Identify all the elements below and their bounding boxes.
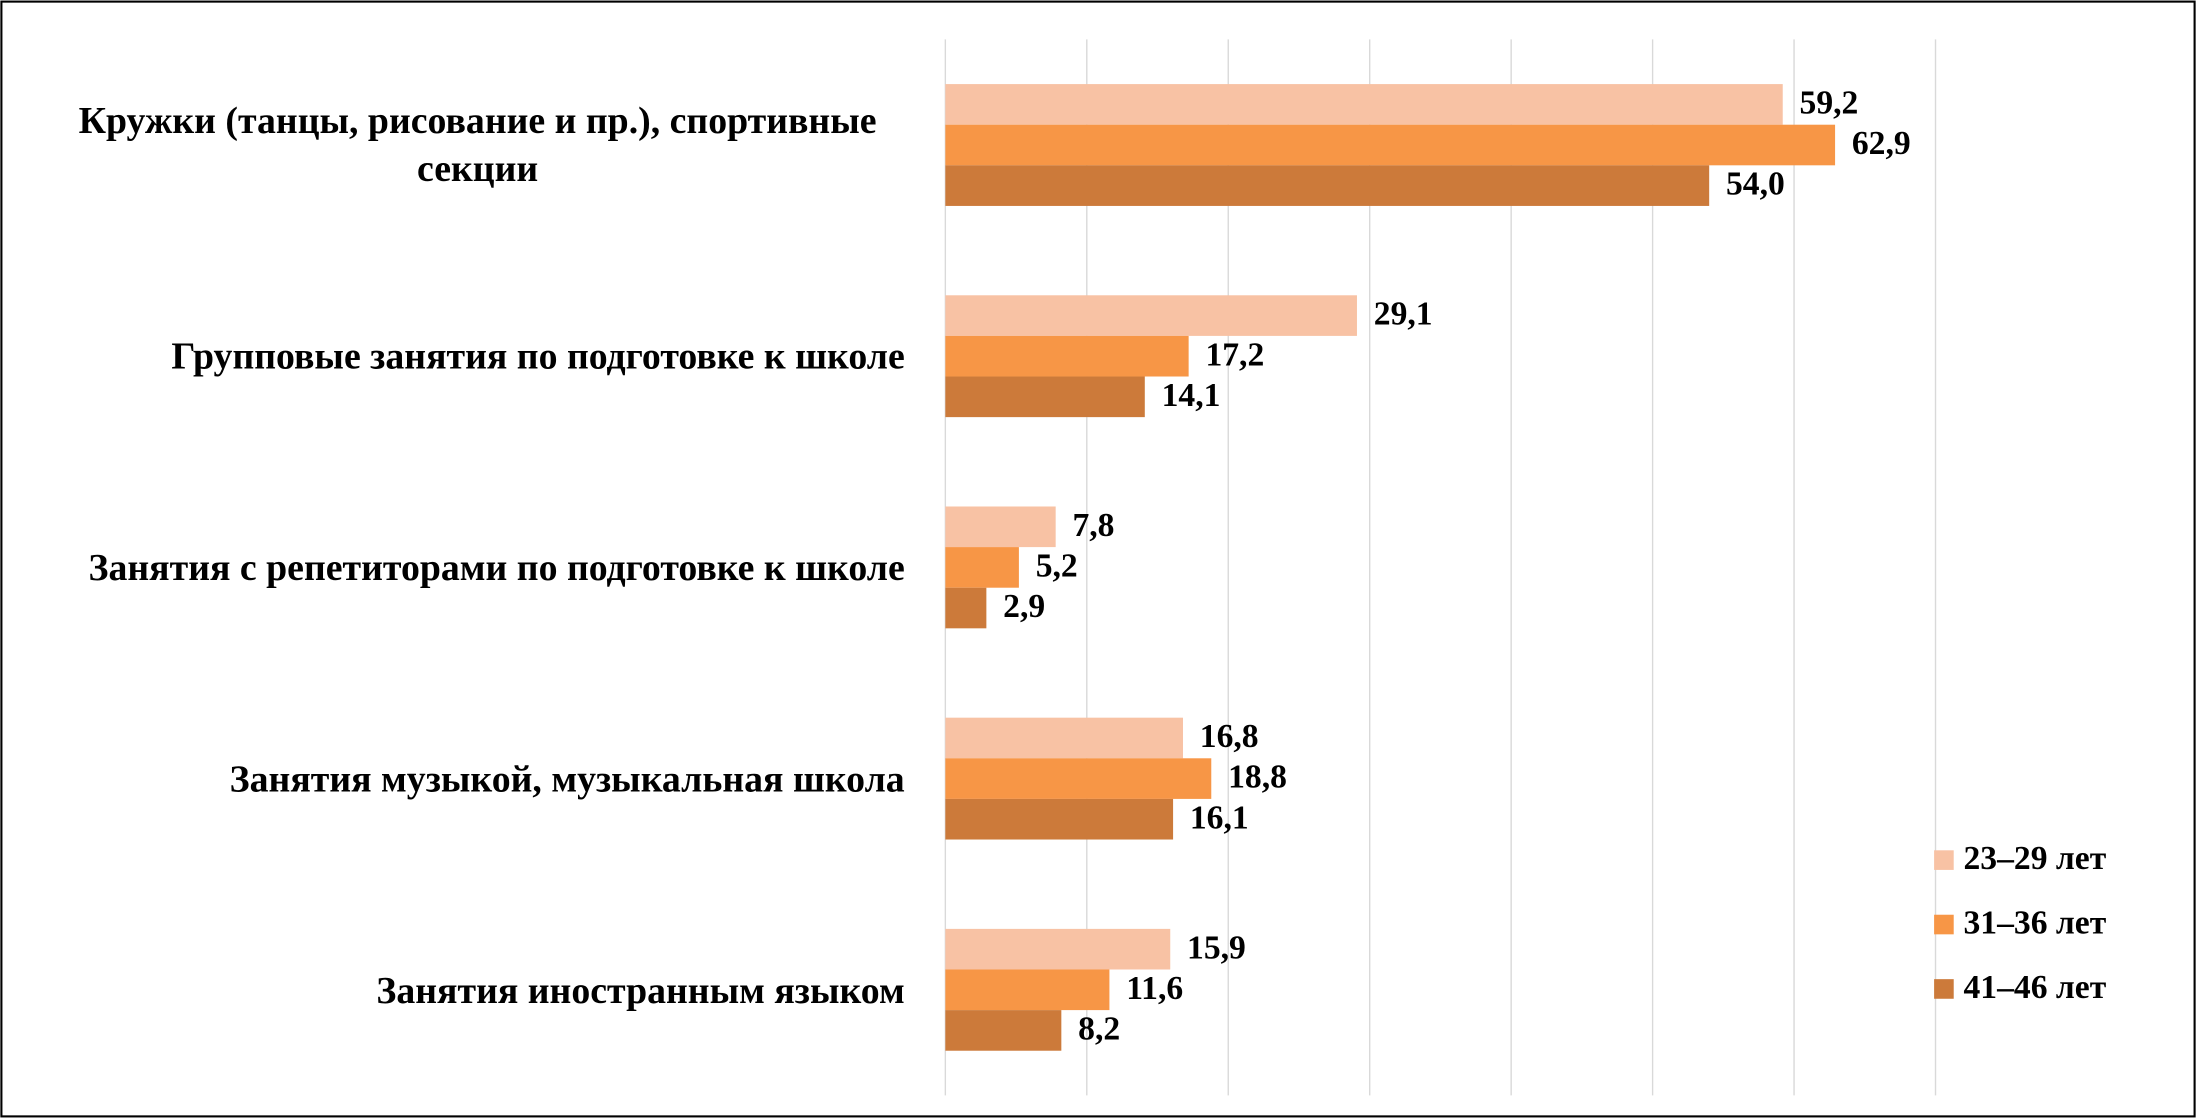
value-label: 5,2: [1036, 548, 1078, 585]
bar: [945, 587, 987, 629]
category-label-wrap: Занятия с репетиторами по подготовке к ш…: [14, 462, 905, 673]
value-label: 16,8: [1200, 718, 1259, 755]
category-label: Кружки (танцы, рисование и пр.), спортив…: [78, 100, 877, 190]
bar: [945, 124, 1836, 166]
legend-swatch: [1934, 914, 1954, 935]
bar: [945, 84, 1783, 125]
legend-label: 31–36 лет: [1964, 905, 2107, 942]
category-label-box: Занятия музыкой, музыкальная школа: [14, 673, 905, 884]
bar: [945, 376, 1145, 418]
legend-label: 41–46 лет: [1964, 969, 2107, 1006]
bar: [945, 335, 1189, 377]
value-label: 16,1: [1190, 799, 1249, 836]
bar: [945, 758, 1212, 799]
category-label: Занятия музыкой, музыкальная школа: [229, 757, 905, 800]
category-label-box: Кружки (танцы, рисование и пр.), спортив…: [14, 39, 905, 250]
value-label: 17,2: [1205, 336, 1264, 373]
legend-swatch: [1934, 850, 1954, 870]
category-label-box: Занятия с репетиторами по подготовке к ш…: [14, 462, 905, 673]
value-label: 54,0: [1726, 166, 1785, 203]
bar: [945, 969, 1110, 1011]
value-label: 15,9: [1187, 929, 1246, 966]
category-label: Групповые занятия по подготовке к школе: [171, 335, 905, 378]
value-label: 11,6: [1126, 970, 1183, 1007]
category-label-box: Занятия иностранным языком: [14, 884, 905, 1095]
bar: [945, 928, 1171, 970]
bar: [945, 798, 1174, 840]
category-label-wrap: Групповые занятия по подготовке к школе: [14, 251, 905, 462]
value-label: 59,2: [1800, 85, 1859, 122]
value-label: 7,8: [1072, 507, 1114, 544]
value-label: 18,8: [1228, 759, 1287, 796]
legend-swatch: [1934, 979, 1954, 999]
category-label-wrap: Занятия музыкой, музыкальная школа: [14, 673, 905, 884]
bar: [945, 165, 1710, 206]
value-label: 29,1: [1374, 296, 1433, 333]
legend-label: 23–29 лет: [1964, 840, 2107, 877]
bar: [945, 295, 1357, 336]
bar: [945, 717, 1183, 759]
bar: [945, 547, 1019, 588]
category-label: Занятия с репетиторами по подготовке к ш…: [88, 546, 905, 589]
bar: [945, 506, 1056, 548]
category-label-wrap: Кружки (танцы, рисование и пр.), спортив…: [14, 39, 905, 250]
category-label-wrap: Занятия иностранным языком: [14, 884, 905, 1095]
value-label: 2,9: [1003, 588, 1045, 625]
value-label: 14,1: [1162, 377, 1221, 414]
bar: [945, 1010, 1062, 1051]
category-label: Занятия иностранным языком: [376, 968, 905, 1011]
value-label: 8,2: [1078, 1011, 1120, 1048]
category-label-box: Групповые занятия по подготовке к школе: [14, 251, 905, 462]
value-label: 62,9: [1852, 125, 1911, 162]
